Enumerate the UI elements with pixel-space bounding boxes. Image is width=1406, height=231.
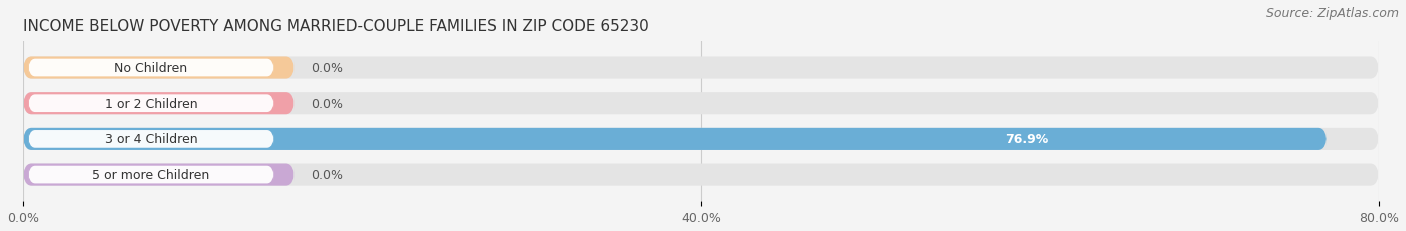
FancyBboxPatch shape [22,164,1379,186]
Text: 76.9%: 76.9% [1005,133,1049,146]
Text: 3 or 4 Children: 3 or 4 Children [104,133,197,146]
FancyBboxPatch shape [22,128,1379,150]
FancyBboxPatch shape [28,166,274,184]
FancyBboxPatch shape [28,95,274,112]
FancyBboxPatch shape [28,131,274,148]
Text: 1 or 2 Children: 1 or 2 Children [104,97,197,110]
FancyBboxPatch shape [22,57,1379,79]
Text: Source: ZipAtlas.com: Source: ZipAtlas.com [1265,7,1399,20]
FancyBboxPatch shape [22,128,1326,150]
FancyBboxPatch shape [22,93,294,115]
Text: No Children: No Children [114,62,187,75]
FancyBboxPatch shape [22,93,1379,115]
FancyBboxPatch shape [22,164,294,186]
Text: INCOME BELOW POVERTY AMONG MARRIED-COUPLE FAMILIES IN ZIP CODE 65230: INCOME BELOW POVERTY AMONG MARRIED-COUPL… [22,18,648,33]
Text: 0.0%: 0.0% [311,97,343,110]
FancyBboxPatch shape [22,57,294,79]
Text: 0.0%: 0.0% [311,168,343,181]
Text: 5 or more Children: 5 or more Children [93,168,209,181]
FancyBboxPatch shape [28,59,274,77]
Text: 0.0%: 0.0% [311,62,343,75]
